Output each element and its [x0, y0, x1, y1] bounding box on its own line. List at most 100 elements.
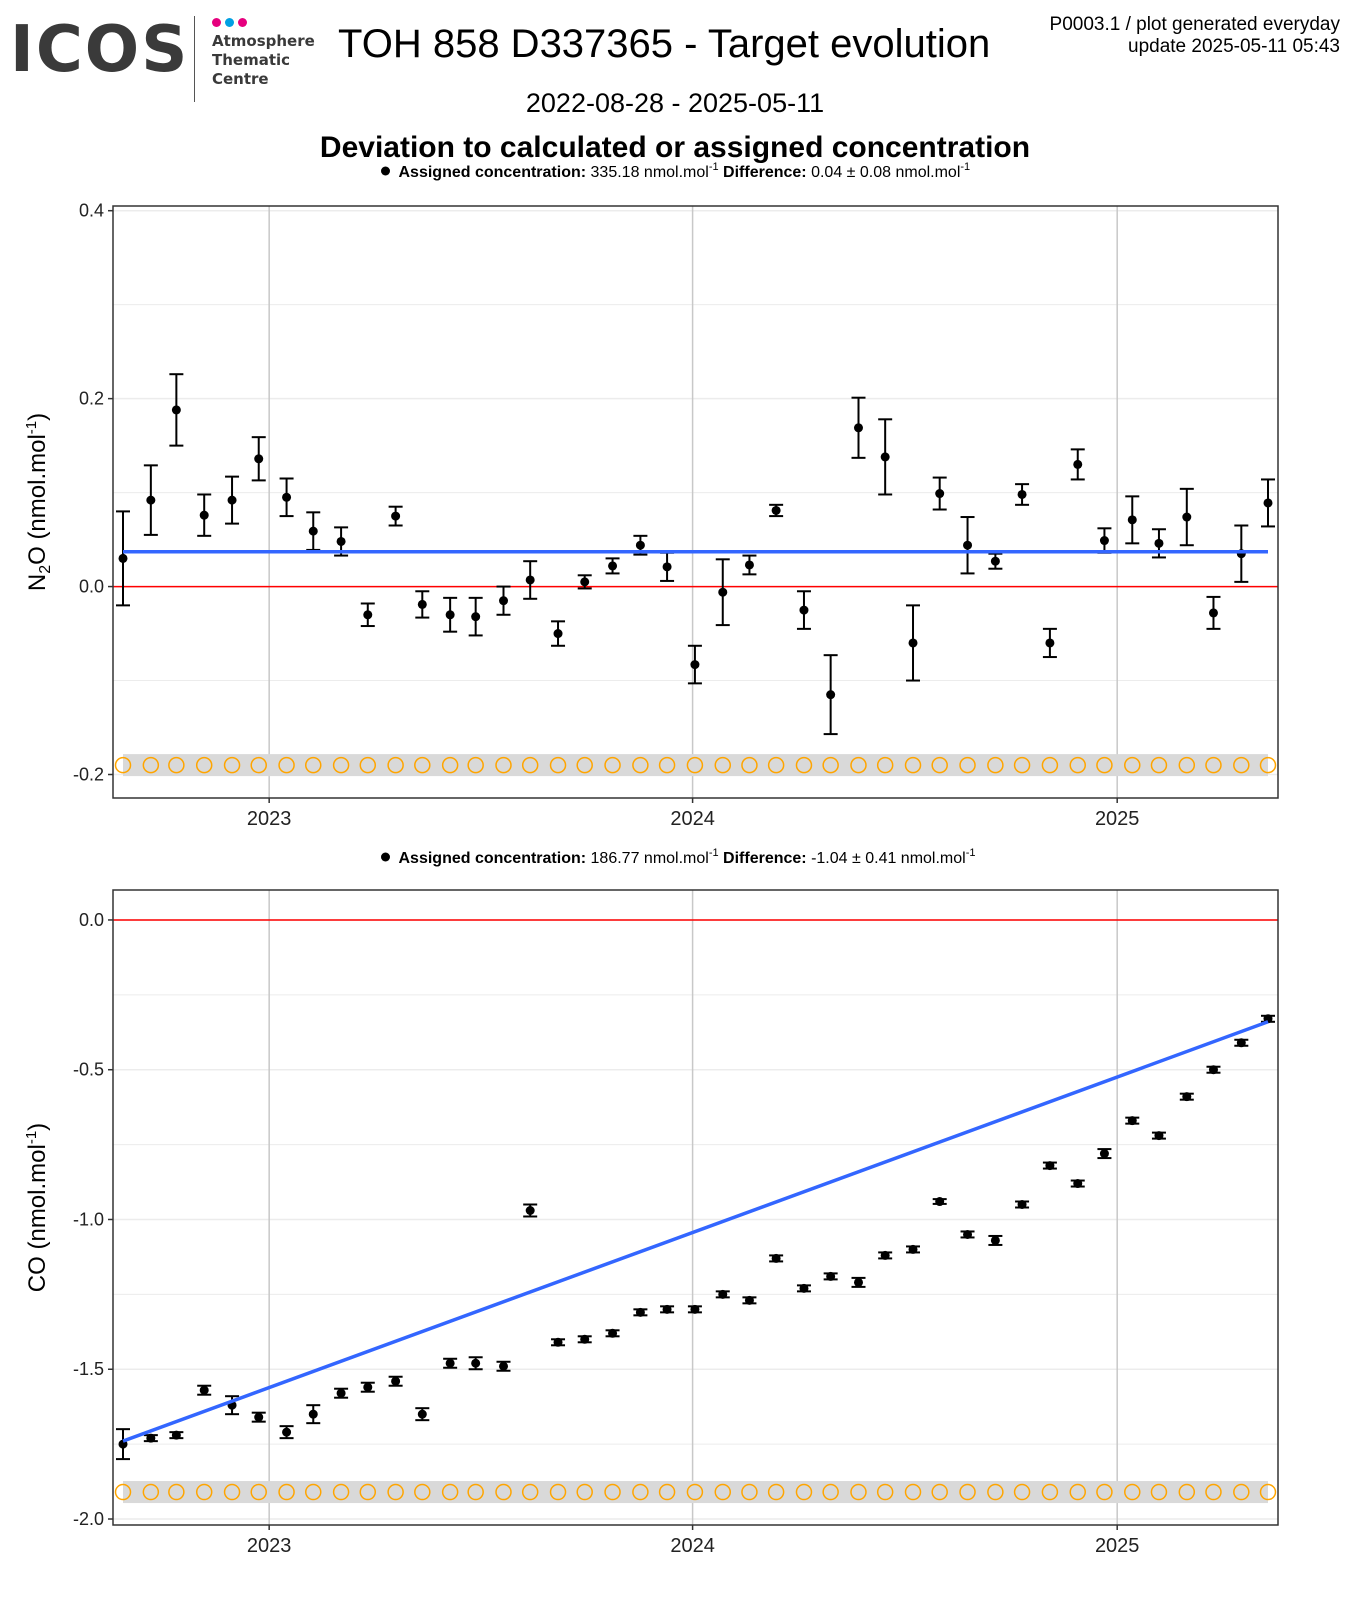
data-point	[1182, 1092, 1192, 1102]
data-point	[1154, 538, 1164, 548]
flag-marker	[223, 1483, 241, 1501]
flag-marker	[467, 1483, 484, 1501]
data-point	[908, 1244, 918, 1254]
y-axis-label-text: N	[24, 574, 51, 591]
data-point	[1263, 498, 1273, 508]
data-point	[853, 1277, 863, 1287]
flag-marker	[195, 1483, 213, 1501]
caption-superscript: -1	[960, 161, 970, 173]
data-point	[1073, 459, 1083, 469]
logo-dots	[212, 14, 251, 32]
data-point	[471, 612, 481, 622]
data-point	[1236, 1038, 1246, 1048]
data-point	[826, 1271, 836, 1281]
flag-marker	[604, 756, 621, 774]
flag-marker	[576, 1483, 593, 1501]
flag-marker	[495, 756, 512, 774]
data-point	[990, 1235, 1000, 1245]
y-tick-label: -0.2	[73, 765, 104, 785]
flag-marker	[1150, 1483, 1168, 1501]
data-point	[417, 599, 427, 609]
flag-marker	[1205, 756, 1222, 774]
data-point	[580, 577, 590, 587]
flag-marker	[168, 1483, 185, 1501]
data-point	[826, 690, 836, 700]
flag-marker	[1069, 1483, 1086, 1501]
data-point	[908, 638, 918, 648]
data-point	[171, 1430, 181, 1440]
data-point	[990, 556, 1000, 566]
caption-label: Assigned concentration:	[399, 164, 591, 181]
data-point	[553, 1337, 563, 1347]
flag-marker	[250, 756, 267, 774]
data-point	[525, 1205, 535, 1215]
flag-marker	[686, 756, 704, 774]
flag-marker	[822, 756, 839, 774]
y-tick-label: 0.4	[79, 201, 104, 221]
flag-marker	[959, 1483, 976, 1501]
data-point	[580, 1334, 590, 1344]
data-point	[963, 540, 973, 550]
flag-marker	[495, 1483, 512, 1501]
flag-marker	[822, 1483, 839, 1501]
data-point	[635, 1307, 645, 1317]
trend-line	[122, 1020, 1269, 1443]
flag-marker	[632, 756, 649, 774]
flag-marker	[441, 756, 459, 774]
y-tick-label: 0.0	[79, 910, 104, 930]
flag-marker	[904, 1483, 922, 1501]
flag-marker	[686, 1483, 704, 1501]
flag-marker	[576, 756, 593, 774]
data-point	[146, 495, 156, 505]
data-point	[662, 1304, 672, 1314]
data-point	[718, 1289, 728, 1299]
y-axis-label-subscript: 2	[37, 565, 54, 574]
flag-marker	[795, 756, 813, 774]
data-point	[308, 526, 318, 536]
data-point	[880, 452, 890, 462]
data-point	[391, 1376, 401, 1386]
flag-marker	[959, 756, 976, 774]
flag-marker	[114, 1483, 132, 1501]
flag-marker	[332, 756, 350, 774]
flag-marker	[414, 756, 431, 774]
flag-marker	[904, 756, 922, 774]
flag-marker	[549, 1483, 567, 1501]
data-point	[1127, 515, 1137, 525]
data-point	[146, 1433, 156, 1443]
data-point	[336, 1388, 346, 1398]
flag-marker	[1013, 1483, 1031, 1501]
chart-panel-co: 0.0 -0.5 -1.0 -1.5 -2.0 2023 2024 2025 CO (nmol.…	[23, 847, 1279, 1557]
flag-marker	[114, 756, 132, 774]
logo-dot	[238, 18, 247, 27]
data-point	[1099, 1149, 1109, 1159]
caption-label: Difference:	[719, 164, 811, 181]
flag-marker	[1233, 756, 1250, 774]
flag-marker	[876, 1483, 894, 1501]
page-title: TOH 858 D337365 - Target evolution	[338, 22, 991, 66]
data-point	[1182, 512, 1192, 522]
data-point	[199, 1385, 209, 1395]
plot-border	[112, 205, 1279, 799]
flag-marker	[741, 1483, 758, 1501]
flag-marker	[1124, 1483, 1141, 1501]
x-tick-label: 2023	[247, 1535, 292, 1557]
data-point	[199, 510, 209, 520]
x-tick-label: 2024	[670, 808, 715, 830]
flag-marker	[387, 1483, 404, 1501]
data-point	[1208, 608, 1218, 618]
flag-marker	[521, 756, 539, 774]
data-point	[880, 1250, 890, 1260]
flag-marker	[1150, 756, 1168, 774]
y-tick-label: -2.0	[73, 1509, 104, 1529]
flag-marker	[987, 1483, 1004, 1501]
flag-marker	[632, 1483, 649, 1501]
flag-marker	[521, 1483, 539, 1501]
data-point	[227, 495, 237, 505]
data-point	[499, 596, 509, 606]
flag-marker	[387, 756, 404, 774]
flag-marker	[850, 1483, 867, 1501]
data-point	[662, 562, 672, 572]
data-point	[799, 1283, 809, 1293]
